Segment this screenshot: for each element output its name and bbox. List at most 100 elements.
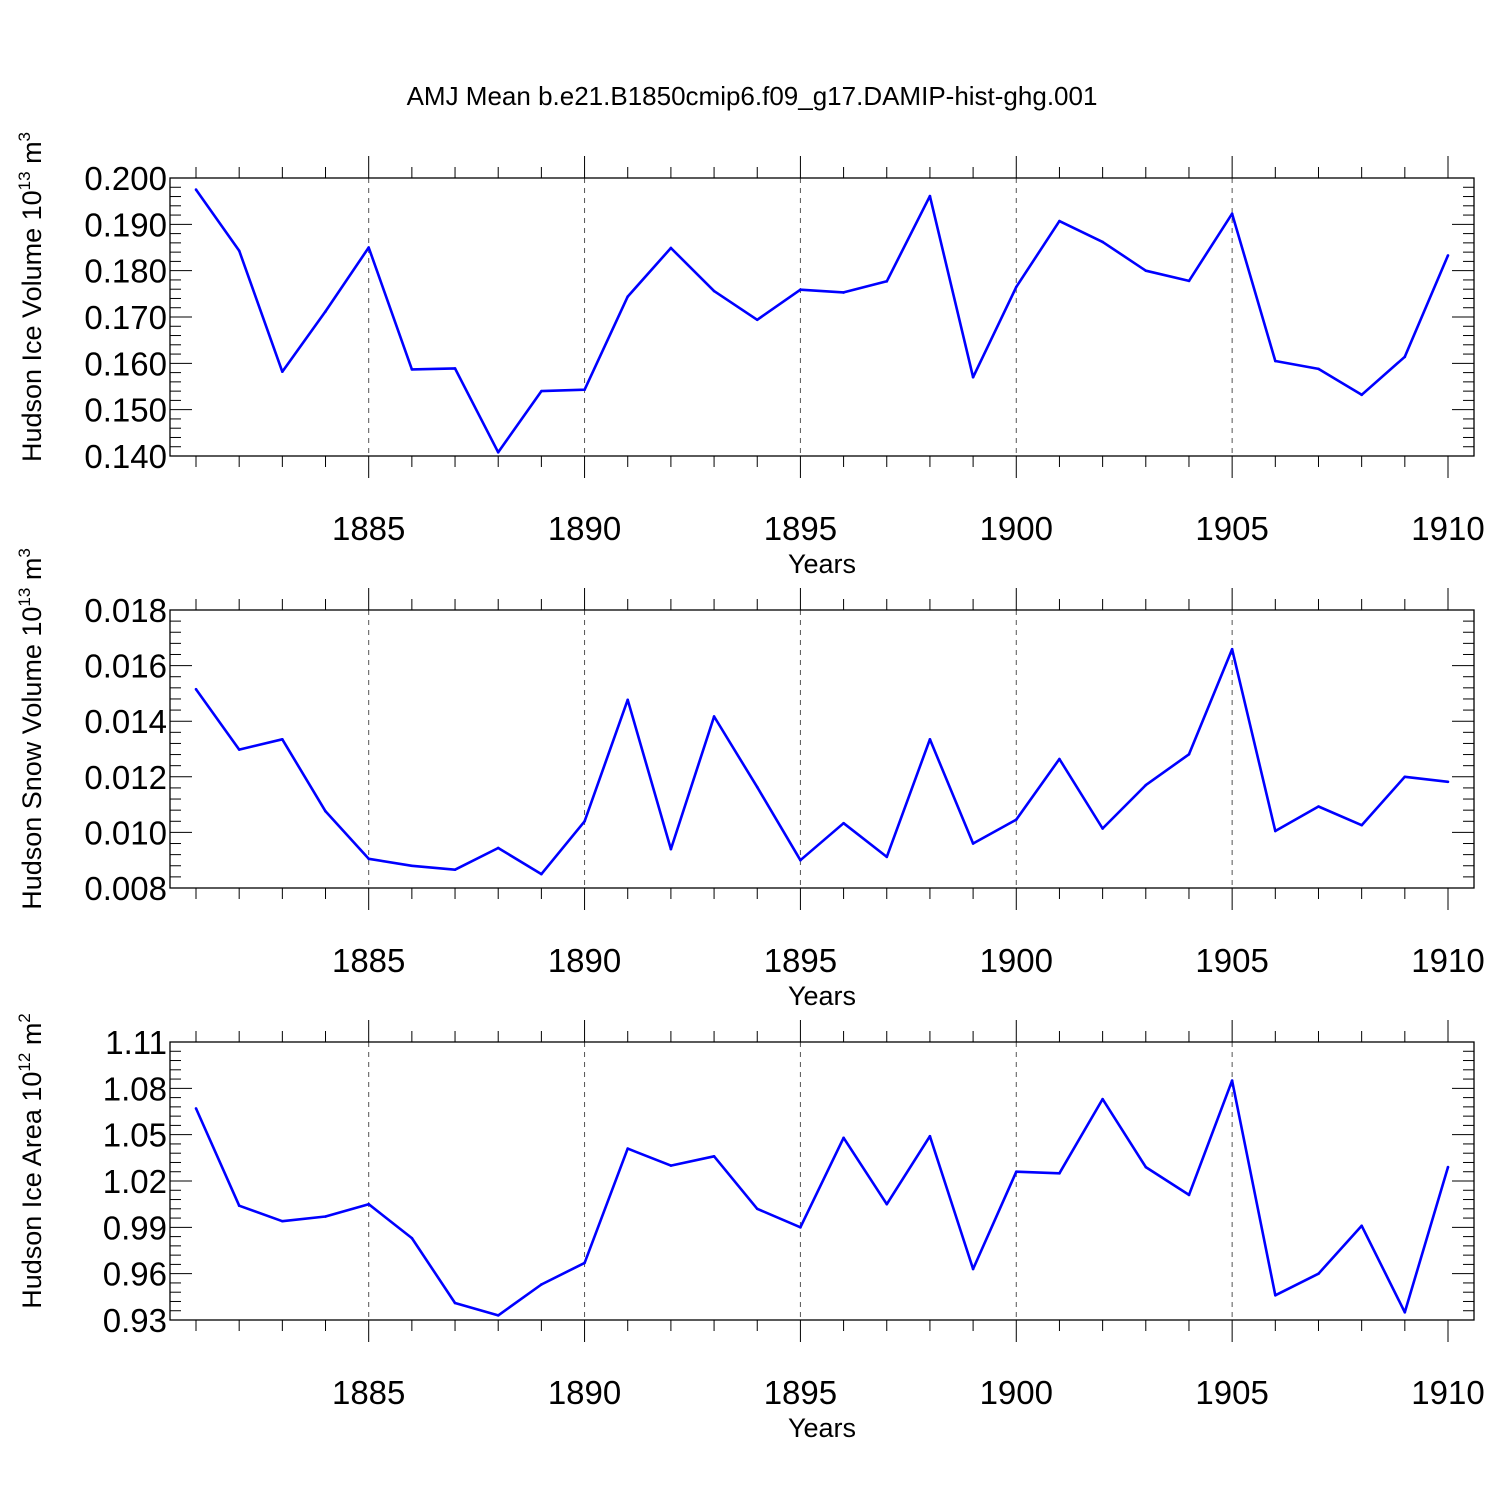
x-tick-label: 1890	[548, 1374, 621, 1411]
data-point	[324, 310, 327, 313]
x-tick-label: 1900	[980, 1374, 1053, 1411]
data-point	[1230, 212, 1234, 215]
y-axis-title: Hudson Ice Area 1012 m2	[15, 1013, 47, 1309]
y-tick-label: 1.05	[103, 1117, 167, 1154]
panel-1: 0.140 0.150 0.160 0.170 0.180 0.190 0.200 1885 1…	[15, 132, 1485, 579]
data-point	[324, 1215, 327, 1218]
plot-frame	[169, 177, 1475, 457]
x-axis-title: Years	[788, 1413, 856, 1443]
x-tick-label: 1900	[980, 942, 1053, 979]
data-point	[712, 715, 716, 718]
panel-2: 0.008 0.010 0.012 0.014 0.016 0.018 1885 1890 18…	[15, 548, 1485, 1011]
data-point	[1360, 1224, 1363, 1228]
x-tick-label: 1885	[332, 942, 405, 979]
data-point	[626, 295, 630, 298]
y-axis-title: Hudson Ice Volume 1013 m3	[15, 132, 47, 462]
data-point	[1403, 775, 1407, 779]
data-point	[237, 748, 241, 751]
data-point	[583, 1261, 586, 1265]
data-point	[1360, 393, 1363, 397]
data-point	[1317, 805, 1320, 808]
data-point	[1187, 1193, 1191, 1197]
data-point	[755, 785, 759, 789]
data-point	[1274, 359, 1277, 363]
y-tick-label: 0.170	[84, 299, 167, 336]
series-line	[194, 1079, 1450, 1317]
x-tick-label: 1910	[1411, 510, 1484, 547]
data-point	[453, 868, 457, 871]
data-point	[367, 857, 370, 861]
data-point	[1230, 1079, 1234, 1082]
x-tick-label: 1885	[332, 1374, 405, 1411]
y-tick-label: 0.010	[84, 814, 167, 851]
x-tick-label: 1895	[764, 1374, 837, 1411]
data-point	[885, 855, 889, 859]
data-point	[453, 1301, 457, 1305]
data-point	[496, 450, 500, 454]
y-tick-label: 0.96	[103, 1256, 167, 1293]
data-point	[194, 188, 198, 191]
data-point	[1014, 818, 1018, 821]
y-tick-label: 1.02	[103, 1163, 167, 1200]
data-point	[1101, 240, 1104, 244]
data-point	[842, 821, 845, 825]
figure-title: AMJ Mean b.e21.B1850cmip6.f09_g17.DAMIP-…	[407, 81, 1098, 111]
y-tick-label: 0.160	[84, 345, 167, 382]
data-point	[540, 872, 543, 876]
data-point	[626, 698, 630, 702]
data-point	[928, 1134, 932, 1138]
y-tick-label: 0.012	[84, 759, 167, 796]
data-point	[1101, 827, 1104, 830]
data-point	[1446, 254, 1450, 257]
data-point	[669, 1164, 673, 1167]
y-tick-label: 0.180	[84, 253, 167, 290]
panel-3: 0.93 0.96 0.99 1.02 1.05 1.08 1.11 1885 1890 1895…	[15, 1013, 1485, 1443]
x-tick-label: 1910	[1411, 1374, 1484, 1411]
y-tick-label: 0.014	[84, 703, 167, 740]
data-point	[755, 318, 759, 322]
data-point	[885, 1202, 889, 1206]
y-tick-label: 1.08	[103, 1070, 167, 1107]
data-point	[540, 389, 543, 393]
data-point	[367, 1202, 370, 1206]
data-point	[669, 847, 673, 851]
data-point	[1014, 1170, 1018, 1174]
data-point	[410, 864, 414, 868]
y-tick-label: 0.190	[84, 206, 167, 243]
data-point	[1187, 279, 1191, 283]
x-tick-label: 1895	[764, 510, 837, 547]
x-tick-label: 1910	[1411, 942, 1484, 979]
data-point	[367, 246, 370, 249]
x-tick-label: 1905	[1195, 510, 1268, 547]
data-point	[799, 288, 802, 291]
y-tick-label: 1.11	[105, 1024, 167, 1061]
data-point	[1446, 1165, 1450, 1169]
data-point	[1058, 757, 1061, 761]
y-tick-label: 0.018	[84, 592, 167, 629]
y-tick-label: 0.93	[103, 1302, 167, 1339]
data-point	[1403, 1310, 1407, 1314]
x-tick-label: 1885	[332, 510, 405, 547]
data-point	[281, 370, 284, 373]
data-point	[712, 289, 716, 293]
data-point	[626, 1147, 630, 1150]
data-point	[842, 1136, 845, 1140]
y-axis-title: Hudson Snow Volume 1013 m3	[15, 548, 47, 910]
x-tick-label: 1895	[764, 942, 837, 979]
data-point	[1014, 285, 1018, 289]
y-tick-label: 0.008	[84, 870, 167, 907]
y-tick-label: 0.200	[84, 160, 167, 197]
data-point	[281, 737, 284, 741]
data-point	[1274, 829, 1277, 833]
data-point	[971, 842, 975, 845]
data-point	[1360, 823, 1363, 827]
data-point	[928, 737, 932, 741]
data-point	[1274, 1293, 1277, 1297]
data-point	[1317, 1272, 1320, 1275]
data-point	[1403, 355, 1407, 359]
data-point	[410, 1236, 414, 1240]
data-point	[583, 819, 586, 823]
data-point	[928, 194, 932, 198]
data-point	[971, 1267, 975, 1271]
data-point	[194, 1107, 198, 1110]
